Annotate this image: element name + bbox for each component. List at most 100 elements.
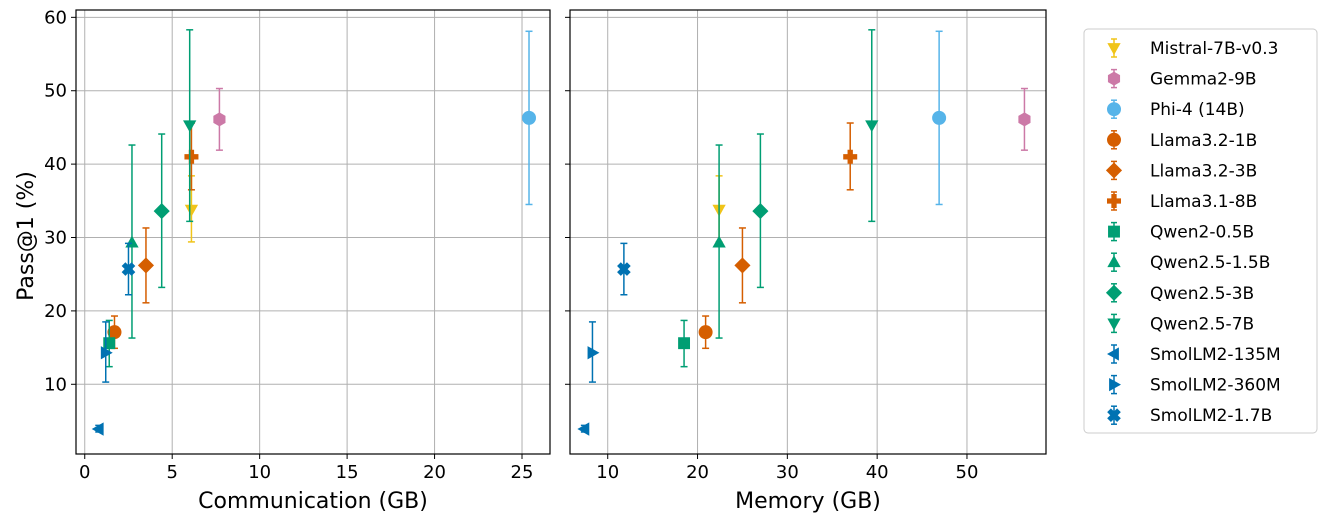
legend-label: SmolLM2-1.7B [1150, 406, 1272, 426]
point-qwen2-5-3b [153, 133, 170, 289]
x-tick-label: 15 [336, 462, 359, 483]
x-tick-label: 10 [596, 462, 619, 483]
x-tick-label: 30 [776, 462, 799, 483]
legend-label: Qwen2.5-3B [1150, 284, 1254, 304]
data-marker [522, 110, 537, 125]
data-marker [1018, 112, 1031, 127]
data-marker [184, 204, 199, 217]
legend-marker [1107, 43, 1121, 55]
legend-label: Llama3.1-8B [1150, 192, 1257, 212]
x-tick-label: 20 [423, 462, 446, 483]
legend-label: Gemma2-9B [1150, 70, 1257, 90]
point-smollm2-1-7b [121, 242, 136, 296]
legend-entry-smollm2-1-7b: SmolLM2-1.7B [1107, 405, 1272, 426]
point-gemma2-9b [213, 87, 226, 151]
legend-entry-smollm2-360m: SmolLM2-360M [1109, 374, 1281, 396]
legend-entry-qwen2-0-5b: Qwen2-0.5B [1108, 221, 1254, 243]
data-marker [698, 325, 713, 340]
point-llama3-1-8b [184, 122, 199, 191]
plot-frame [569, 9, 1047, 455]
data-marker [91, 422, 104, 436]
data-marker [932, 110, 947, 125]
legend-label: Llama3.2-1B [1150, 131, 1257, 151]
legend-marker [1107, 408, 1121, 423]
legend-marker-shape [1107, 408, 1121, 423]
legend-marker [1107, 102, 1121, 117]
legend-marker [1107, 255, 1121, 268]
x-axis-title: Memory (GB) [735, 489, 881, 514]
legend-label: SmolLM2-135M [1150, 345, 1281, 365]
legend-marker [1105, 284, 1123, 301]
data-marker-shape [617, 262, 631, 276]
legend-box [1083, 28, 1318, 434]
legend-label: Qwen2-0.5B [1150, 223, 1254, 243]
x-tick-label: 40 [866, 462, 889, 483]
point-qwen2-5-1-5b [125, 144, 139, 339]
data-marker [678, 337, 691, 350]
legend-label: Llama3.2-3B [1150, 161, 1257, 181]
point-smollm2-360m [100, 321, 113, 383]
plot-frame [75, 9, 551, 455]
point-qwen2-0-5b [103, 319, 116, 368]
data-marker [865, 120, 879, 133]
y-tick-label: 10 [44, 374, 67, 395]
data-marker [153, 203, 170, 220]
panel-communication: 10 20 30 40 50 60 0 5 10 15 20 25 Communication (GB) [44, 7, 551, 514]
data-marker [137, 257, 155, 274]
data-marker [587, 346, 600, 360]
data-marker [577, 422, 590, 436]
legend-marker [1109, 377, 1121, 392]
point-qwen2-5-7b [865, 29, 879, 223]
x-axis-title: Communication (GB) [198, 489, 428, 514]
legend-entry-qwen2-5-7b: Qwen2.5-7B [1107, 313, 1254, 334]
data-marker [183, 120, 197, 133]
x-tick-label: 50 [956, 462, 979, 483]
legend-label: SmolLM2-360M [1150, 376, 1281, 396]
legend-entry-llama3-2-1b: Llama3.2-1B [1107, 130, 1257, 151]
data-marker [843, 149, 858, 164]
legend: Mistral-7B-v0.3 Gemma2-9B Phi-4 (14B) Llama… [1083, 28, 1318, 434]
data-marker [213, 112, 226, 127]
point-llama3-2-1b [698, 315, 713, 350]
legend-entry-mistral-7b-v0-3: Mistral-7B-v0.3 [1107, 38, 1278, 59]
point-smollm2-360m [587, 321, 600, 383]
y-tick-label: 60 [44, 7, 67, 28]
legend-label: Phi-4 (14B) [1150, 100, 1245, 120]
point-llama3-1-8b [843, 122, 858, 191]
legend-label: Qwen2.5-1.5B [1150, 253, 1270, 273]
point-llama3-2-3b [734, 227, 751, 304]
legend-marker [1107, 194, 1121, 208]
data-marker [103, 337, 116, 350]
legend-entry-smollm2-135m: SmolLM2-135M [1107, 344, 1281, 365]
x-tick-label: 0 [79, 462, 90, 483]
legend-marker [1107, 318, 1121, 331]
legend-entry-qwen2-5-3b: Qwen2.5-3B [1105, 283, 1254, 304]
data-marker [752, 203, 769, 220]
panel-memory: 10 20 30 40 50 Memory (GB) [565, 9, 1047, 514]
point-qwen2-0-5b [678, 319, 691, 368]
point-gemma2-9b [1018, 87, 1031, 151]
point-qwen2-5-3b [752, 133, 769, 289]
y-tick-label: 40 [44, 154, 67, 175]
x-tick-label: 10 [248, 462, 271, 483]
data-marker [121, 262, 136, 276]
x-tick-label: 25 [511, 462, 534, 483]
data-marker-shape [121, 262, 136, 276]
legend-marker [1107, 71, 1121, 86]
legend-label: Qwen2.5-7B [1150, 314, 1254, 334]
y-tick-label: 30 [44, 228, 67, 249]
data-marker [100, 346, 113, 360]
point-qwen2-5-1-5b [712, 144, 726, 339]
data-marker [107, 325, 122, 340]
point-llama3-2-1b [107, 315, 122, 350]
legend-entry-llama3-1-8b: Llama3.1-8B [1107, 191, 1257, 212]
point-smollm2-1-7b [617, 242, 631, 296]
y-tick-label: 20 [44, 301, 67, 322]
legend-entry-phi-4-14b: Phi-4 (14B) [1107, 99, 1245, 120]
point-smollm2-135m [91, 422, 104, 436]
y-axis-title: Pass@1 (%) [14, 171, 39, 301]
legend-label: Mistral-7B-v0.3 [1150, 39, 1278, 59]
x-tick-label: 5 [166, 462, 177, 483]
legend-entry-llama3-2-3b: Llama3.2-3B [1105, 160, 1257, 181]
